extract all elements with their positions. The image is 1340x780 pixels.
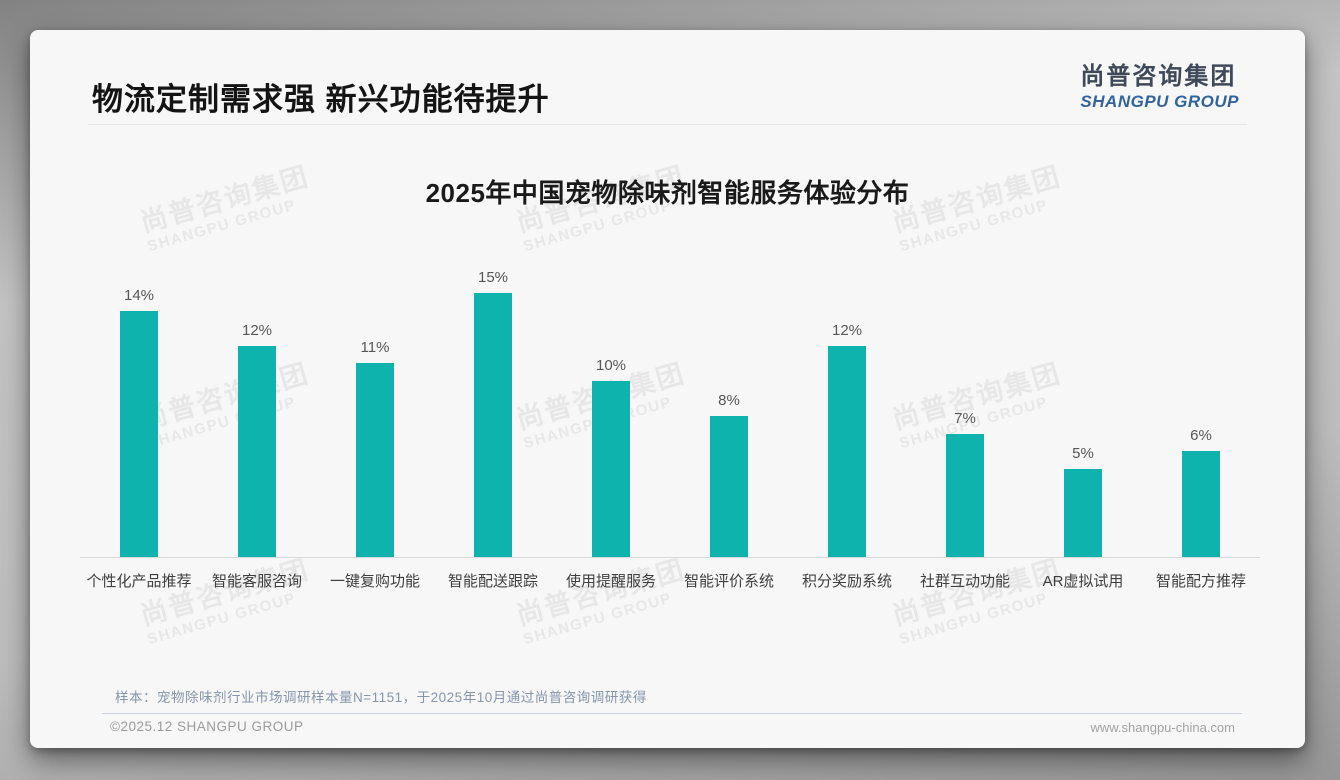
bar-slot: 7% <box>906 410 1024 557</box>
category-label: 积分奖励系统 <box>801 573 892 590</box>
bar-slot: 12% <box>788 322 906 557</box>
category-label: 智能配送跟踪 <box>447 573 538 590</box>
bar <box>828 346 866 557</box>
slide: 尚普咨询集团 SHANGPU GROUP 尚普咨询集团 SHANGPU GROUP 尚普… <box>30 30 1305 748</box>
category-label: 使用提醒服务 <box>565 573 656 590</box>
sample-note: 样本：宠物除味剂行业市场调研样本量N=1151，于2025年10月通过尚普咨询调… <box>115 690 647 705</box>
bar-slot: 5% <box>1024 445 1142 557</box>
bar <box>120 311 158 557</box>
bar <box>474 293 512 557</box>
bar-value-label: 12% <box>241 322 273 339</box>
bar-slot: 10% <box>552 357 670 557</box>
bar-slot: 11% <box>316 339 434 557</box>
bar-chart: 14% 12% 11% 15% 10% 8% 12% 7% 5% 6% <box>80 261 1260 558</box>
bar <box>710 416 748 557</box>
category-label: 智能评价系统 <box>683 573 774 590</box>
logo-en-text: SHANGPU GROUP <box>1080 92 1239 111</box>
bar-value-label: 14% <box>123 287 155 304</box>
bar <box>238 346 276 557</box>
chart-title: 2025年中国宠物除味剂智能服务体验分布 <box>425 178 910 208</box>
bar <box>356 363 394 557</box>
bar-value-label: 7% <box>954 410 976 427</box>
category-label: AR虚拟试用 <box>1042 573 1124 590</box>
logo-cn-text: 尚普咨询集团 <box>1080 63 1237 90</box>
bar-value-label: 11% <box>360 339 390 356</box>
category-label: 一键复购功能 <box>329 573 420 590</box>
bar-slot: 8% <box>670 392 788 557</box>
slide-title: 物流定制需求强 新兴功能待提升 <box>92 82 550 117</box>
bar-slot: 12% <box>198 322 316 557</box>
bar-slot: 14% <box>80 287 198 557</box>
footer-divider <box>102 713 1242 714</box>
bar <box>946 434 984 557</box>
category-label: 智能客服咨询 <box>211 573 302 590</box>
company-logo: 尚普咨询集团 SHANGPU GROUP <box>1080 56 1239 112</box>
bar-value-label: 8% <box>718 392 740 409</box>
bar-slot: 15% <box>434 269 552 557</box>
category-label: 个性化产品推荐 <box>86 573 192 590</box>
bar-value-label: 5% <box>1072 445 1094 462</box>
copyright-text: ©2025.12 SHANGPU GROUP <box>110 719 304 734</box>
category-label: 社群互动功能 <box>919 573 1010 590</box>
bar <box>1064 469 1102 557</box>
category-label: 智能配方推荐 <box>1155 573 1246 590</box>
bar <box>1182 451 1220 557</box>
website-url: www.shangpu-china.com <box>1090 720 1235 735</box>
bar-value-label: 12% <box>831 322 863 339</box>
category-axis: 个性化产品推荐 智能客服咨询 一键复购功能 智能配送跟踪 使用提醒服务 智能评价系统 积分奖… <box>80 570 1260 591</box>
bar-value-label: 15% <box>477 269 509 286</box>
bar-value-label: 10% <box>595 357 627 374</box>
bar-slot: 6% <box>1142 427 1260 557</box>
bar-value-label: 6% <box>1190 427 1212 444</box>
title-divider <box>88 124 1247 125</box>
bar <box>592 381 630 557</box>
